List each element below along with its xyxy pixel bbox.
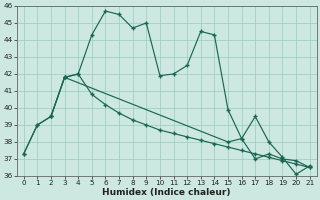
- X-axis label: Humidex (Indice chaleur): Humidex (Indice chaleur): [102, 188, 231, 197]
